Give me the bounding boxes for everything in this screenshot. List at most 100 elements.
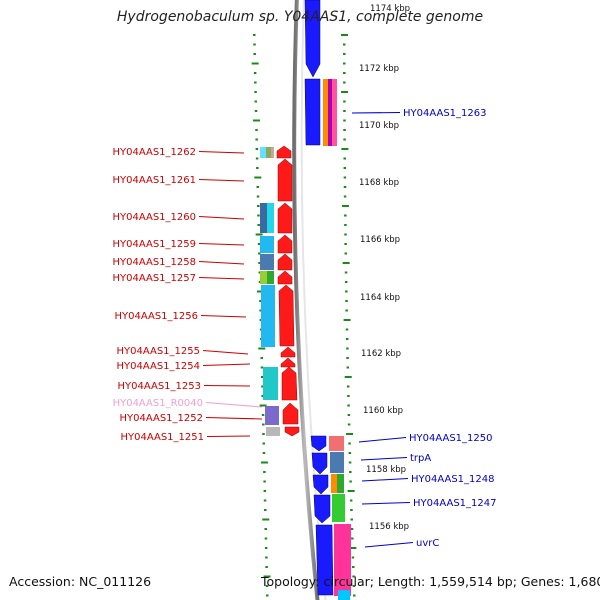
gene-reverse-1262[interactable] xyxy=(276,145,292,159)
ring-dot xyxy=(341,205,349,207)
map-title: Hydrogenobaculum sp. Y04AAS1, complete g… xyxy=(116,9,484,25)
ring-dot xyxy=(255,138,258,141)
cog-band-trpa xyxy=(330,452,344,473)
gene-reverse-1254[interactable] xyxy=(280,357,296,368)
ring-dot xyxy=(346,366,350,369)
ring-dot xyxy=(261,395,264,397)
gene-label-left[interactable]: HY04AAS1_1257 xyxy=(113,273,196,284)
gene-reverse-1252[interactable] xyxy=(282,402,299,425)
ring-dot xyxy=(260,366,264,369)
gene-label-left[interactable]: HY04AAS1_1251 xyxy=(121,432,204,443)
gene-label-right[interactable]: HY04AAS1_1248 xyxy=(411,474,494,485)
gene-label-right[interactable]: HY04AAS1_1263 xyxy=(403,108,486,119)
gene-forward-uvrc[interactable] xyxy=(315,524,334,596)
ring-dot xyxy=(255,148,259,150)
gene-reverse-1260[interactable] xyxy=(277,202,293,234)
ring-dot xyxy=(345,338,349,340)
cog-band-1262-b xyxy=(266,147,271,158)
ring-dot xyxy=(347,423,351,426)
gene-reverse-1256[interactable] xyxy=(278,284,295,347)
ring-dot xyxy=(263,490,267,492)
ring-dot xyxy=(342,262,350,264)
cog-band-1253 xyxy=(263,367,278,400)
gene-reverse-1261[interactable] xyxy=(277,158,293,202)
ring-dot xyxy=(265,556,268,559)
kbp-tick-label: 1168 kbp xyxy=(359,178,399,188)
ring-dot xyxy=(343,119,346,122)
ring-dot xyxy=(346,357,349,359)
gene-label-left[interactable]: HY04AAS1_1260 xyxy=(113,212,196,223)
gene-label-left[interactable]: HY04AAS1_1252 xyxy=(120,413,203,424)
gene-label-right[interactable]: HY04AAS1_1250 xyxy=(409,433,492,444)
gene-reverse-1259[interactable] xyxy=(277,234,293,254)
ring-dot xyxy=(350,509,353,511)
kbp-tick-label: 1156 kbp xyxy=(369,522,409,532)
ring-dot xyxy=(258,347,266,350)
gene-reverse-1255[interactable] xyxy=(280,346,296,358)
leader-line xyxy=(198,216,245,220)
gene-reverse-1253[interactable] xyxy=(281,366,298,401)
ring-dot xyxy=(262,423,265,426)
left-gene-labels: HY04AAS1_1262 HY04AAS1_1261 HY04AAS1_1260 H… xyxy=(113,147,263,443)
ring-dot xyxy=(256,290,264,293)
ring-dot xyxy=(265,585,269,587)
ring-dot xyxy=(343,186,347,188)
gene-reverse-1258[interactable] xyxy=(277,253,293,271)
gene-label-right[interactable]: trpA xyxy=(410,453,431,464)
ring-dot xyxy=(263,499,267,502)
ring-dot xyxy=(258,262,261,264)
gene-label-left[interactable]: HY04AAS1_1261 xyxy=(113,175,196,186)
ring-dot xyxy=(344,376,352,378)
ring-dot xyxy=(344,224,347,226)
ring-dot xyxy=(265,566,268,568)
gene-forward-top[interactable] xyxy=(304,0,321,78)
ring-dot xyxy=(257,224,260,226)
leader-line xyxy=(202,363,251,366)
gene-forward-1248[interactable] xyxy=(312,474,329,495)
leader-line xyxy=(203,385,251,387)
ring-dot xyxy=(254,100,258,103)
gene-label-left[interactable]: HY04AAS1_1262 xyxy=(113,147,196,158)
cog-band-1250 xyxy=(329,436,344,451)
leader-line xyxy=(361,478,409,482)
ring-dot xyxy=(254,176,262,179)
ring-dot xyxy=(345,300,348,302)
gene-label-left[interactable]: HY04AAS1_1254 xyxy=(117,361,200,372)
ring-dot xyxy=(259,404,267,407)
gene-forward-1263[interactable] xyxy=(304,78,321,146)
gene-label-left[interactable]: HY04AAS1_R0040 xyxy=(113,398,203,409)
cog-band-1262-c xyxy=(271,147,274,158)
gene-forward-trpa[interactable] xyxy=(311,452,328,475)
ring-dot xyxy=(348,452,352,454)
ring-dot xyxy=(353,594,356,597)
gene-label-left[interactable]: HY04AAS1_1256 xyxy=(115,311,198,322)
gene-label-left[interactable]: HY04AAS1_1255 xyxy=(117,346,200,357)
ring-dot xyxy=(257,243,261,245)
gene-label-left[interactable]: HY04AAS1_1259 xyxy=(113,239,196,250)
gene-forward-1247[interactable] xyxy=(313,494,331,524)
ring-dot xyxy=(343,167,347,169)
gene-label-right[interactable]: uvrC xyxy=(416,538,439,549)
ring-dot xyxy=(253,72,257,74)
gene-forward-1250[interactable] xyxy=(310,435,327,452)
ring-dot xyxy=(260,376,264,378)
ring-dot xyxy=(349,547,357,549)
gene-label-right[interactable]: HY04AAS1_1247 xyxy=(413,498,496,509)
cog-band-uvrc xyxy=(334,524,351,596)
ring-dot xyxy=(344,281,348,283)
ring-dot xyxy=(346,433,354,435)
kbp-tick-label: 1170 kbp xyxy=(359,121,399,131)
ring-dot xyxy=(341,34,348,36)
ring-dot xyxy=(346,385,350,388)
gene-reverse-1251[interactable] xyxy=(284,426,300,437)
gene-label-left[interactable]: HY04AAS1_1258 xyxy=(113,257,196,268)
gene-label-left[interactable]: HY04AAS1_1253 xyxy=(118,381,201,392)
ring-dot xyxy=(343,195,347,198)
cog-band-1263-orange xyxy=(323,79,328,146)
ring-dot xyxy=(264,528,267,530)
ring-dot xyxy=(352,575,355,578)
gene-reverse-1257[interactable] xyxy=(277,270,293,285)
ring-dot xyxy=(264,509,267,511)
ring-dot xyxy=(259,319,263,321)
ring-dot xyxy=(341,91,349,93)
